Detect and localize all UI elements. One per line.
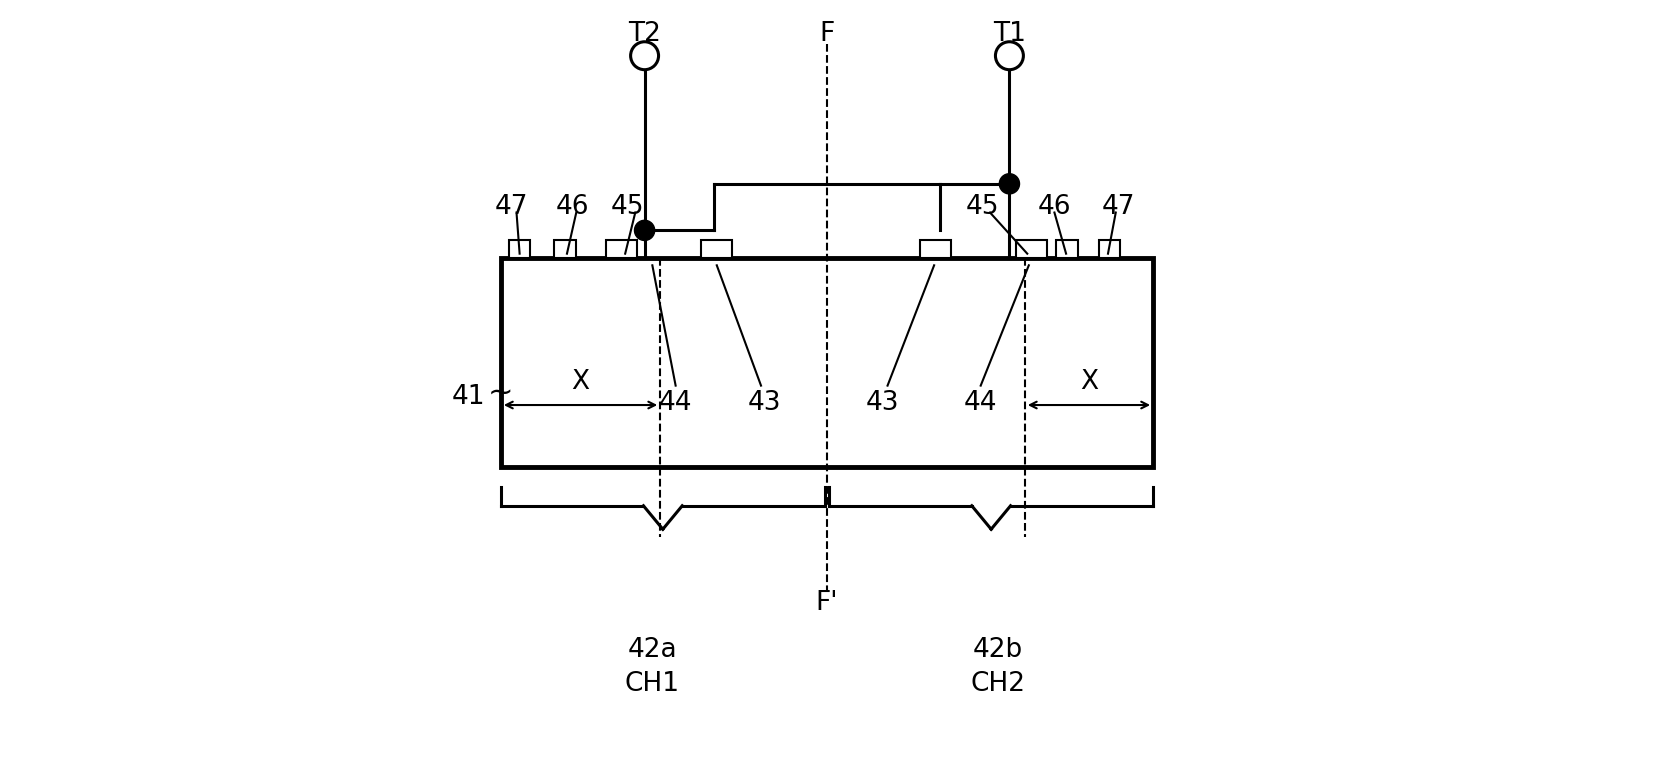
Bar	[920, 241, 951, 258]
Bar	[605, 241, 637, 258]
Bar	[509, 241, 531, 258]
Text: 44: 44	[964, 390, 997, 415]
Text: F': F'	[815, 590, 839, 616]
Bar	[1055, 241, 1078, 258]
Bar	[501, 258, 1153, 467]
Text: 42b: 42b	[973, 636, 1022, 662]
Bar	[701, 241, 733, 258]
Text: 45: 45	[966, 194, 999, 220]
Text: 47: 47	[495, 194, 528, 220]
Text: F: F	[819, 21, 835, 47]
Text: 45: 45	[610, 194, 645, 220]
Text: 43: 43	[867, 390, 900, 415]
Text: 46: 46	[1037, 194, 1072, 220]
Text: 43: 43	[748, 390, 782, 415]
Text: X: X	[572, 368, 589, 395]
Circle shape	[999, 174, 1019, 194]
Text: 46: 46	[556, 194, 589, 220]
Text: T1: T1	[992, 21, 1025, 47]
Bar	[554, 241, 576, 258]
Text: CH1: CH1	[625, 671, 680, 697]
Text: T2: T2	[629, 21, 662, 47]
Text: X: X	[1080, 368, 1098, 395]
Text: CH2: CH2	[971, 671, 1025, 697]
Text: ~: ~	[488, 379, 513, 408]
Text: 44: 44	[658, 390, 693, 415]
Text: 41: 41	[452, 384, 486, 411]
Circle shape	[635, 220, 655, 241]
Text: 42a: 42a	[627, 636, 676, 662]
Bar	[1098, 241, 1120, 258]
Bar	[1016, 241, 1047, 258]
Text: 47: 47	[1102, 194, 1135, 220]
